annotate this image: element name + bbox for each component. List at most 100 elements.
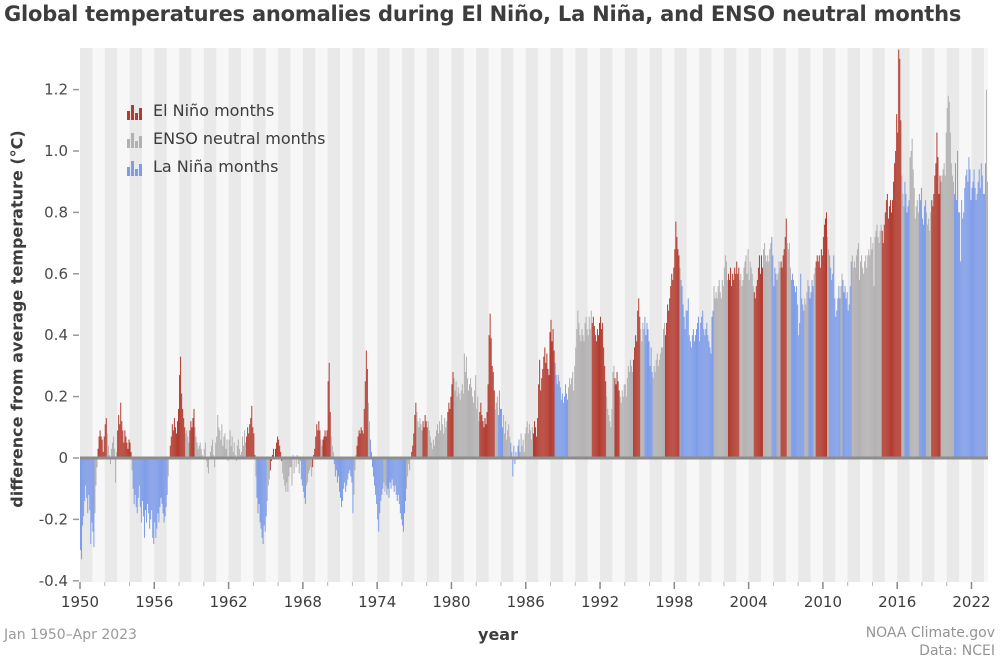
bar xyxy=(960,261,962,458)
bar xyxy=(763,249,765,458)
bar xyxy=(985,89,987,458)
bar xyxy=(348,458,350,474)
bar xyxy=(941,175,943,458)
bar xyxy=(641,341,643,458)
bar xyxy=(983,193,985,459)
bar xyxy=(176,421,178,458)
bar xyxy=(705,329,707,458)
bar xyxy=(811,279,813,458)
bar xyxy=(800,273,802,458)
bar xyxy=(362,433,364,458)
bar xyxy=(186,430,188,458)
bar xyxy=(301,458,303,486)
bar xyxy=(91,458,93,523)
bar xyxy=(443,433,445,458)
bar xyxy=(81,458,83,560)
bar xyxy=(647,329,649,458)
bar xyxy=(280,451,282,458)
bar xyxy=(543,356,545,458)
bar xyxy=(868,249,870,458)
bar xyxy=(376,458,378,505)
bar xyxy=(558,381,560,458)
x-axis-title: year xyxy=(478,625,518,644)
bar xyxy=(891,212,893,458)
bar xyxy=(493,390,495,458)
bar xyxy=(505,421,507,458)
bar xyxy=(796,286,798,458)
bar xyxy=(174,427,176,458)
bar xyxy=(197,448,199,458)
bar xyxy=(142,458,144,517)
bar xyxy=(535,427,537,458)
bar xyxy=(507,430,509,458)
bar xyxy=(416,411,418,458)
bar xyxy=(697,322,699,458)
bar xyxy=(936,132,938,458)
legend-item-neutral: ENSO neutral months xyxy=(127,129,326,148)
bar xyxy=(675,221,677,458)
bar xyxy=(764,243,766,458)
bar xyxy=(300,458,302,480)
bar xyxy=(956,200,958,458)
bar xyxy=(455,381,457,458)
bar xyxy=(650,347,652,458)
bar xyxy=(156,458,158,529)
bar xyxy=(730,267,732,458)
bar xyxy=(320,439,322,458)
bar xyxy=(718,279,720,458)
bar xyxy=(133,458,135,505)
bar xyxy=(308,458,310,474)
bar xyxy=(839,298,841,458)
bar xyxy=(453,378,455,458)
bar xyxy=(703,329,705,458)
bar xyxy=(418,427,420,458)
bar xyxy=(150,458,152,520)
x-tick-label: 1962 xyxy=(209,593,247,611)
bar xyxy=(296,454,298,458)
bar xyxy=(934,175,936,458)
bar xyxy=(180,356,182,458)
bar xyxy=(904,181,906,458)
bar xyxy=(666,322,668,458)
bar xyxy=(791,273,793,458)
bar xyxy=(578,322,580,458)
bar xyxy=(721,279,723,458)
bar xyxy=(284,458,286,486)
bar xyxy=(460,390,462,458)
bar xyxy=(884,212,886,458)
bar xyxy=(878,243,880,458)
bar xyxy=(327,381,329,458)
bar xyxy=(420,424,422,458)
bar xyxy=(801,298,803,458)
bar xyxy=(487,384,489,458)
bar xyxy=(563,396,565,458)
bar xyxy=(532,433,534,458)
x-tick-label: 1968 xyxy=(284,593,322,611)
bar xyxy=(982,193,984,459)
bar xyxy=(687,298,689,458)
bar xyxy=(303,458,305,498)
bar xyxy=(353,458,355,495)
bar xyxy=(692,329,694,458)
bar xyxy=(749,261,751,458)
bar xyxy=(888,206,890,458)
x-tick-label: 1950 xyxy=(61,593,99,611)
bar xyxy=(272,448,274,458)
bar xyxy=(426,427,428,458)
bar xyxy=(237,439,239,458)
bar xyxy=(981,175,983,458)
bar xyxy=(906,212,908,458)
bar xyxy=(240,451,242,458)
bar xyxy=(902,193,904,459)
y-tick-label: 0.8 xyxy=(44,203,68,221)
bar xyxy=(250,418,252,458)
bar xyxy=(783,249,785,458)
bar xyxy=(630,365,632,458)
bar xyxy=(609,421,611,458)
bar xyxy=(716,298,718,458)
bar xyxy=(580,341,582,458)
bar xyxy=(664,322,666,458)
bar xyxy=(323,436,325,458)
bar xyxy=(421,430,423,458)
bar xyxy=(943,163,945,458)
